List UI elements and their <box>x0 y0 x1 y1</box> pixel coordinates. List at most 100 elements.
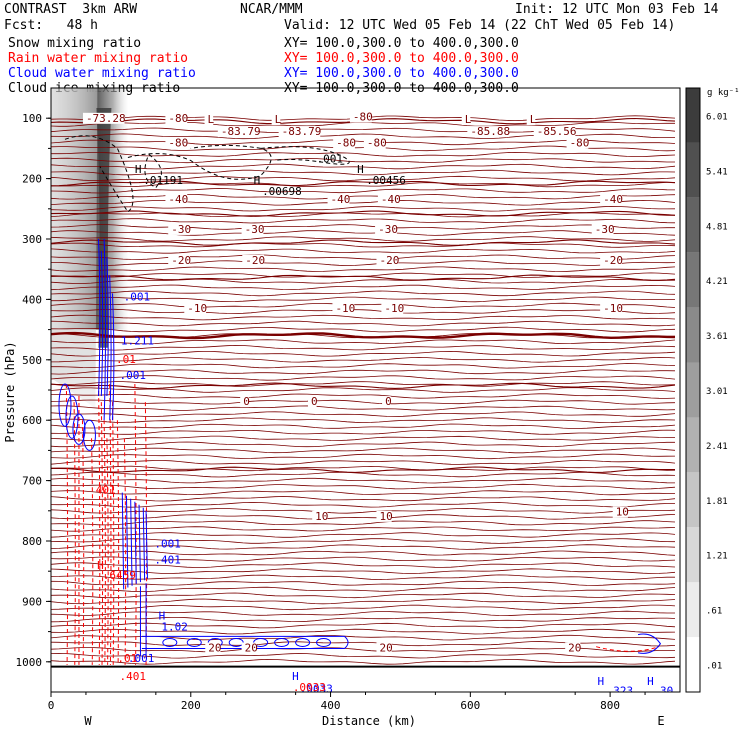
contour-label-bg <box>375 223 397 235</box>
cloud-water-contour <box>253 637 269 647</box>
temperature-isotherm <box>51 405 676 411</box>
temperature-isotherm <box>51 163 676 170</box>
temperature-isotherm <box>51 169 676 176</box>
contour-label: .0 <box>658 697 671 710</box>
colorbar-label: 2.41 <box>706 442 728 452</box>
temperature-isotherm <box>51 356 676 363</box>
colorbar-label: 4.21 <box>706 277 728 287</box>
contour-label-bg <box>307 396 317 408</box>
contour-label: -40 <box>603 193 623 206</box>
contour-label-bg <box>204 114 214 126</box>
colorbar-label: 1.21 <box>706 552 728 562</box>
contour-label-bg <box>278 126 321 138</box>
contour-label: -30 <box>171 223 191 236</box>
temperature-isotherm <box>51 532 676 538</box>
cloud-ice-contours <box>64 135 350 213</box>
contour-label-bg <box>165 137 188 149</box>
temperature-isotherm <box>51 369 676 375</box>
temperature-isotherm <box>51 556 676 562</box>
temperature-isotherm <box>51 339 676 345</box>
temperature-isotherm <box>51 308 676 314</box>
cloud-ice-contour <box>64 135 134 213</box>
contour-label-bg <box>376 254 399 266</box>
rain-contour <box>98 383 101 665</box>
contour-label: .6459 <box>103 569 136 582</box>
contour-label-bg <box>600 303 622 315</box>
contour-label: 10 <box>315 510 328 523</box>
contour-label-bg <box>349 111 372 123</box>
cloud-water-contour <box>316 637 332 647</box>
rain-contours <box>65 383 660 665</box>
temperature-isotherm <box>51 199 676 206</box>
x-tick-label: 400 <box>321 699 341 712</box>
contour-label: .0033 <box>293 681 326 694</box>
field-snow-label: Snow mixing ratio <box>8 36 142 51</box>
y-tick-label: 800 <box>22 535 42 548</box>
y-tick-label: 600 <box>22 414 42 427</box>
cloud-water-contour <box>142 507 146 581</box>
contour-label: .001 <box>154 538 181 551</box>
temperature-isotherm <box>51 586 676 592</box>
colorbar-swatch <box>686 472 700 528</box>
contour-label: -20 <box>245 254 265 267</box>
contour-label: -10 <box>187 302 207 315</box>
temperature-contour-0 <box>51 331 676 340</box>
temperature-isotherm <box>51 604 676 611</box>
contour-label: -73.28 <box>86 112 126 125</box>
cloud-water-contour <box>72 413 86 445</box>
contour-label: -40 <box>331 193 351 206</box>
temperature-isotherm <box>51 501 675 508</box>
temperature-contour--10 <box>51 274 676 281</box>
temperature-isotherm <box>51 205 676 212</box>
contour-label-bg <box>612 506 628 518</box>
contour-label-bg <box>533 126 576 138</box>
contour-label: -80 <box>570 137 590 150</box>
contour-label-bg <box>241 642 257 654</box>
temperature-isotherm <box>51 320 676 327</box>
contour-label: -80 <box>353 111 373 124</box>
temperature-isotherm <box>51 242 676 248</box>
temperature-isotherm <box>51 514 676 520</box>
temperature-isotherm <box>51 254 676 260</box>
y-tick-label: 200 <box>22 173 42 186</box>
colorbar-frame <box>685 87 701 693</box>
temperature-contour--40 <box>51 180 676 187</box>
contour-label: -40 <box>168 193 188 206</box>
temperature-isotherm <box>51 520 676 526</box>
colorbar-unit: g kg⁻¹ <box>707 88 740 98</box>
temperature-isotherm <box>51 580 676 586</box>
contour-label: L <box>465 113 472 126</box>
rain-contour <box>109 383 112 665</box>
y-tick-label: 100 <box>22 112 42 125</box>
colorbar-label: .01 <box>706 662 722 672</box>
cloud-water-contour <box>58 383 72 427</box>
snow-fade <box>51 88 129 421</box>
contour-label-bg <box>217 126 260 138</box>
rain-contour <box>91 438 94 665</box>
contour-label: -80 <box>168 137 188 150</box>
temperature-isotherm <box>51 435 675 441</box>
temperature-isotherm <box>51 507 676 514</box>
colorbar: .01 .61 1.21 1.81 2.41 3.01 3.61 4.21 4.81 5.41 6.… <box>685 87 728 693</box>
field-cloud-water-xy: XY= 100.0,300.0 to 400.0,300.0 <box>284 66 519 81</box>
contour-label: 10 <box>379 510 392 523</box>
contour-label: 0 <box>311 395 318 408</box>
contour-label-bg <box>333 137 355 149</box>
temperature-isotherm <box>51 496 676 502</box>
temperature-isotherm <box>51 417 676 424</box>
contour-label-bg <box>327 193 350 205</box>
contour-labels: -73.28 -80 L-83.79L-83.79-80 L-85.88L-85.56… <box>82 111 673 710</box>
cloud-water-contours <box>58 238 662 656</box>
cloud-water-contour <box>65 395 79 439</box>
contour-label: H <box>135 163 142 176</box>
temperature-isotherm <box>51 544 676 550</box>
x-axis: 0 200 400 600 800 <box>48 692 646 712</box>
contour-label: -10 <box>603 302 623 315</box>
cloud-water-contour <box>637 633 662 654</box>
contour-label: L <box>530 113 537 126</box>
contour-label: H <box>647 675 654 688</box>
contour-label-bg <box>600 193 622 205</box>
temperature-isotherm <box>51 151 676 157</box>
temperature-isotherm <box>51 411 676 417</box>
contour-label: -30 <box>245 223 265 236</box>
